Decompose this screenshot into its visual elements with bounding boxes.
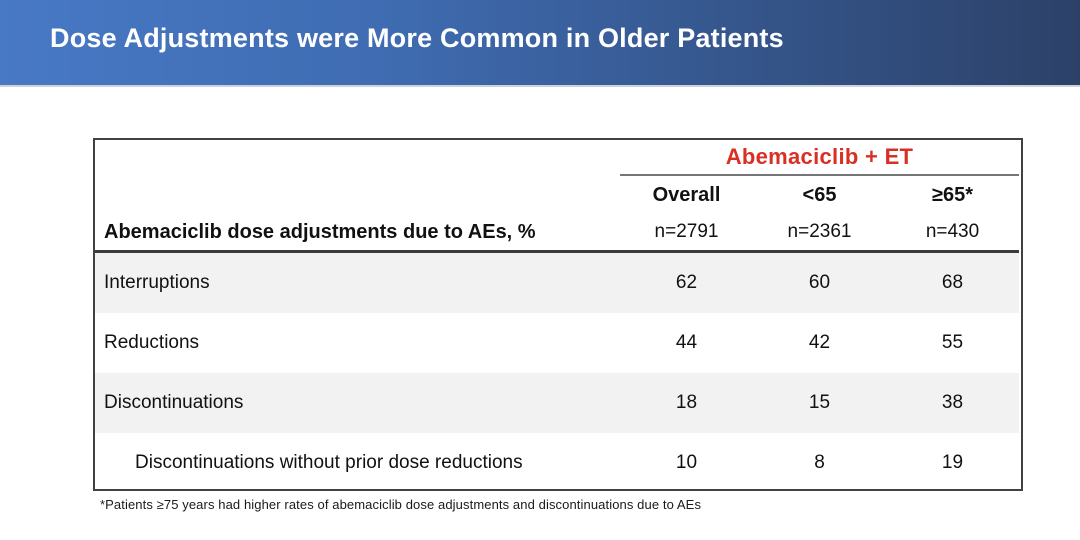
slide-title: Dose Adjustments were More Common in Old… xyxy=(50,23,784,53)
table-group-header: Abemaciclib + ET xyxy=(620,140,1019,176)
table-cell: 10 xyxy=(675,452,698,473)
n-count-under65: n=2361 xyxy=(753,214,886,253)
column-header-overall: Overall xyxy=(652,183,721,206)
n-count-65plus: n=430 xyxy=(886,214,1019,253)
table-row-label: Discontinuations without prior dose redu… xyxy=(135,452,523,473)
table-cell: 15 xyxy=(753,373,886,433)
row-header-label: Abemaciclib dose adjustments due to AEs,… xyxy=(95,214,620,253)
footnote: *Patients ≥75 years had higher rates of … xyxy=(100,497,702,512)
table-cell: 68 xyxy=(886,253,1019,313)
table-row-label: Reductions xyxy=(104,332,200,353)
table-cell: 19 xyxy=(941,452,964,473)
table-row-label: Discontinuations xyxy=(95,373,620,433)
table-cell: 38 xyxy=(886,373,1019,433)
n-count-overall: n=2791 xyxy=(620,214,753,253)
table-cell: 8 xyxy=(814,452,825,473)
column-header-65plus: ≥65* xyxy=(931,183,973,206)
table-cell: 55 xyxy=(941,332,964,353)
table-cell: 62 xyxy=(620,253,753,313)
header-spacer xyxy=(95,140,620,176)
header-spacer xyxy=(95,176,620,214)
table-cell: 42 xyxy=(808,332,831,353)
table-cell: 60 xyxy=(753,253,886,313)
table-cell: 18 xyxy=(620,373,753,433)
table-row-label: Interruptions xyxy=(95,253,620,313)
title-banner: Dose Adjustments were More Common in Old… xyxy=(0,0,1080,87)
column-header-under65: <65 xyxy=(802,183,837,206)
table-cell: 44 xyxy=(675,332,698,353)
dose-adjustments-table: Abemaciclib + ET Overall <65 ≥65* Abemac… xyxy=(93,138,1023,491)
